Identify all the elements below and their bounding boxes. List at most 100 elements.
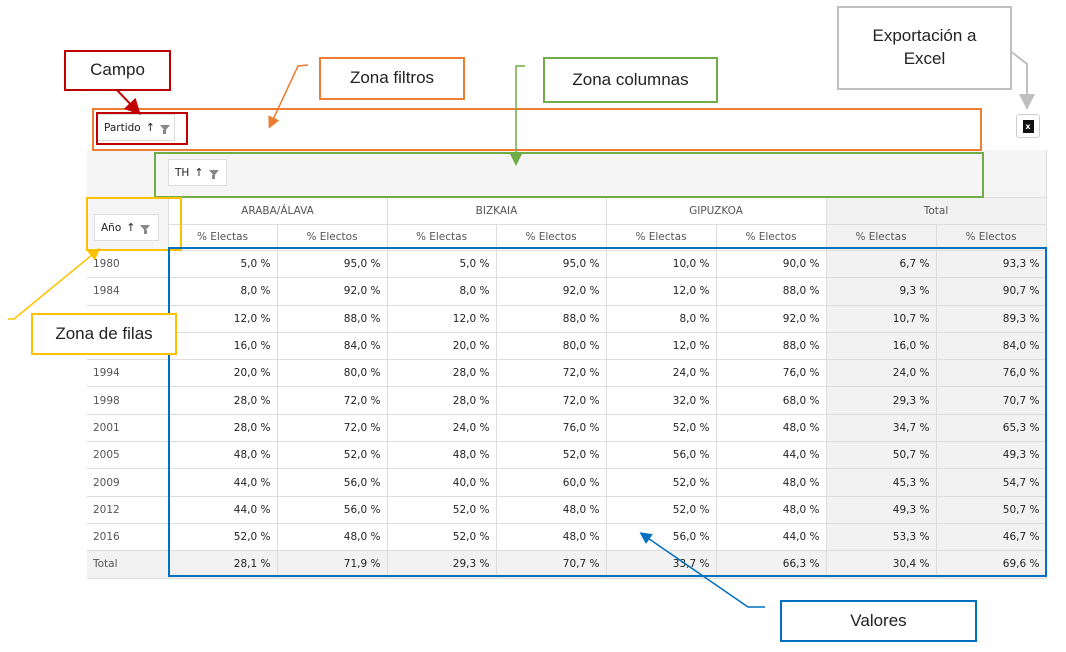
value-cell: 49,3 % — [825, 495, 937, 524]
value-cell: 84,0 % — [935, 331, 1047, 361]
value-cell: 48,0 % — [715, 413, 827, 443]
filter-icon[interactable] — [159, 124, 170, 134]
annotation-export: Exportación a Excel — [837, 6, 1012, 90]
value-cell: 29,3 % — [386, 550, 497, 579]
sort-arrow-icon[interactable]: ↑ — [126, 221, 136, 234]
column-field-th[interactable]: TH ↑ — [168, 159, 227, 186]
row-label: 2005 — [87, 441, 169, 470]
value-cell: 56,0 % — [276, 468, 388, 497]
row-label: Total — [87, 550, 169, 579]
value-cell: 5,0 % — [386, 249, 497, 279]
value-cell: 72,0 % — [495, 359, 607, 388]
value-cell: 16,0 % — [825, 331, 937, 361]
value-cell: 56,0 % — [276, 495, 388, 524]
row-label: 1984 — [87, 277, 169, 306]
row-label: 2012 — [87, 495, 169, 524]
value-cell: 66,3 % — [715, 550, 827, 579]
value-cell: 48,0 % — [495, 495, 607, 524]
value-cell: 80,0 % — [276, 359, 388, 388]
value-cell: 92,0 % — [495, 277, 607, 306]
subheader: % Electas — [386, 223, 497, 251]
table-row: 1980 5,0 % 95,0 % 5,0 % 95,0 % 10,0 % 90,0 % 6,… — [87, 249, 1047, 279]
value-cell: 76,0 % — [935, 359, 1047, 388]
value-cell: 34,7 % — [825, 413, 937, 443]
value-cell: 95,0 % — [495, 249, 607, 279]
filter-field-partido[interactable]: Partido ↑ — [97, 114, 175, 141]
value-cell: 24,0 % — [825, 359, 937, 388]
value-cell: 24,0 % — [386, 413, 497, 443]
sort-arrow-icon[interactable]: ↑ — [145, 121, 155, 134]
annotation-campo: Campo — [64, 50, 171, 91]
value-cell: 92,0 % — [276, 277, 388, 306]
value-cell: 20,0 % — [167, 359, 278, 388]
subheader: % Electos — [715, 223, 827, 251]
value-cell: 70,7 % — [495, 550, 607, 579]
table-row: 16,0 % 84,0 % 20,0 % 80,0 % 12,0 % 88,0 % 16,0… — [87, 331, 1047, 361]
table-row: 12,0 % 88,0 % 12,0 % 88,0 % 8,0 % 92,0 % 10,7 … — [87, 304, 1047, 333]
value-cell: 33,7 % — [605, 550, 717, 579]
group-header: Total — [825, 197, 1047, 225]
value-cell: 6,7 % — [825, 249, 937, 279]
value-cell: 90,0 % — [715, 249, 827, 279]
table-row: 1994 20,0 % 80,0 % 28,0 % 72,0 % 24,0 % 76,0 %… — [87, 359, 1047, 388]
value-cell: 52,0 % — [495, 441, 607, 470]
value-cell: 76,0 % — [715, 359, 827, 388]
export-excel-button[interactable]: x — [1016, 114, 1040, 138]
table-row: 2012 44,0 % 56,0 % 52,0 % 48,0 % 52,0 % 48,0 %… — [87, 495, 1047, 524]
value-cell: 50,7 % — [935, 495, 1047, 524]
row-label: 2009 — [87, 468, 169, 497]
filter-icon[interactable] — [208, 169, 219, 179]
value-cell: 88,0 % — [276, 304, 388, 333]
value-cell: 12,0 % — [386, 304, 497, 333]
value-cell: 40,0 % — [386, 468, 497, 497]
sort-arrow-icon[interactable]: ↑ — [194, 166, 204, 179]
value-cell: 95,0 % — [276, 249, 388, 279]
annotation-zona-filtros: Zona filtros — [319, 57, 465, 100]
row-field-ano[interactable]: Año ↑ — [94, 214, 159, 241]
row-label: 2016 — [87, 522, 169, 552]
table-row: 2005 48,0 % 52,0 % 48,0 % 52,0 % 56,0 % 44,0 %… — [87, 441, 1047, 470]
value-cell: 69,6 % — [935, 550, 1047, 579]
value-cell: 72,0 % — [276, 413, 388, 443]
value-cell: 28,0 % — [386, 386, 497, 415]
filas-arrow — [8, 248, 101, 320]
columnas-arrow — [510, 65, 525, 166]
group-header: BIZKAIA — [386, 197, 607, 225]
value-cell: 88,0 % — [715, 331, 827, 361]
value-cell: 48,0 % — [276, 522, 388, 552]
filter-zone-frame — [92, 108, 982, 151]
subheader: % Electos — [935, 223, 1047, 251]
value-cell: 52,0 % — [605, 468, 717, 497]
value-cell: 56,0 % — [605, 441, 717, 470]
value-cell: 10,7 % — [825, 304, 937, 333]
value-cell: 80,0 % — [495, 331, 607, 361]
value-cell: 32,0 % — [605, 386, 717, 415]
value-cell: 76,0 % — [495, 413, 607, 443]
value-cell: 49,3 % — [935, 441, 1047, 470]
campo-arrow — [114, 87, 141, 115]
annotation-zona-filas: Zona de filas — [31, 313, 177, 355]
subheader: % Electos — [495, 223, 607, 251]
value-cell: 5,0 % — [167, 249, 278, 279]
excel-icon: x — [1022, 119, 1034, 133]
filter-icon[interactable] — [140, 224, 151, 234]
value-cell: 88,0 % — [715, 277, 827, 306]
value-cell: 29,3 % — [825, 386, 937, 415]
value-cell: 54,7 % — [935, 468, 1047, 497]
value-cell: 48,0 % — [715, 468, 827, 497]
filtros-arrow — [268, 64, 309, 129]
value-cell: 28,0 % — [386, 359, 497, 388]
row-label: 2001 — [87, 413, 169, 443]
value-cell: 8,0 % — [605, 304, 717, 333]
subheader: % Electas — [167, 223, 278, 251]
value-cell: 90,7 % — [935, 277, 1047, 306]
value-cell: 45,3 % — [825, 468, 937, 497]
value-cell: 48,0 % — [386, 441, 497, 470]
value-cell: 48,0 % — [167, 441, 278, 470]
value-cell: 28,0 % — [167, 386, 278, 415]
value-cell: 92,0 % — [715, 304, 827, 333]
value-cell: 53,3 % — [825, 522, 937, 552]
subheader: % Electas — [825, 223, 937, 251]
row-label: 1980 — [87, 249, 169, 279]
group-header: ARABA/ÁLAVA — [167, 197, 388, 225]
